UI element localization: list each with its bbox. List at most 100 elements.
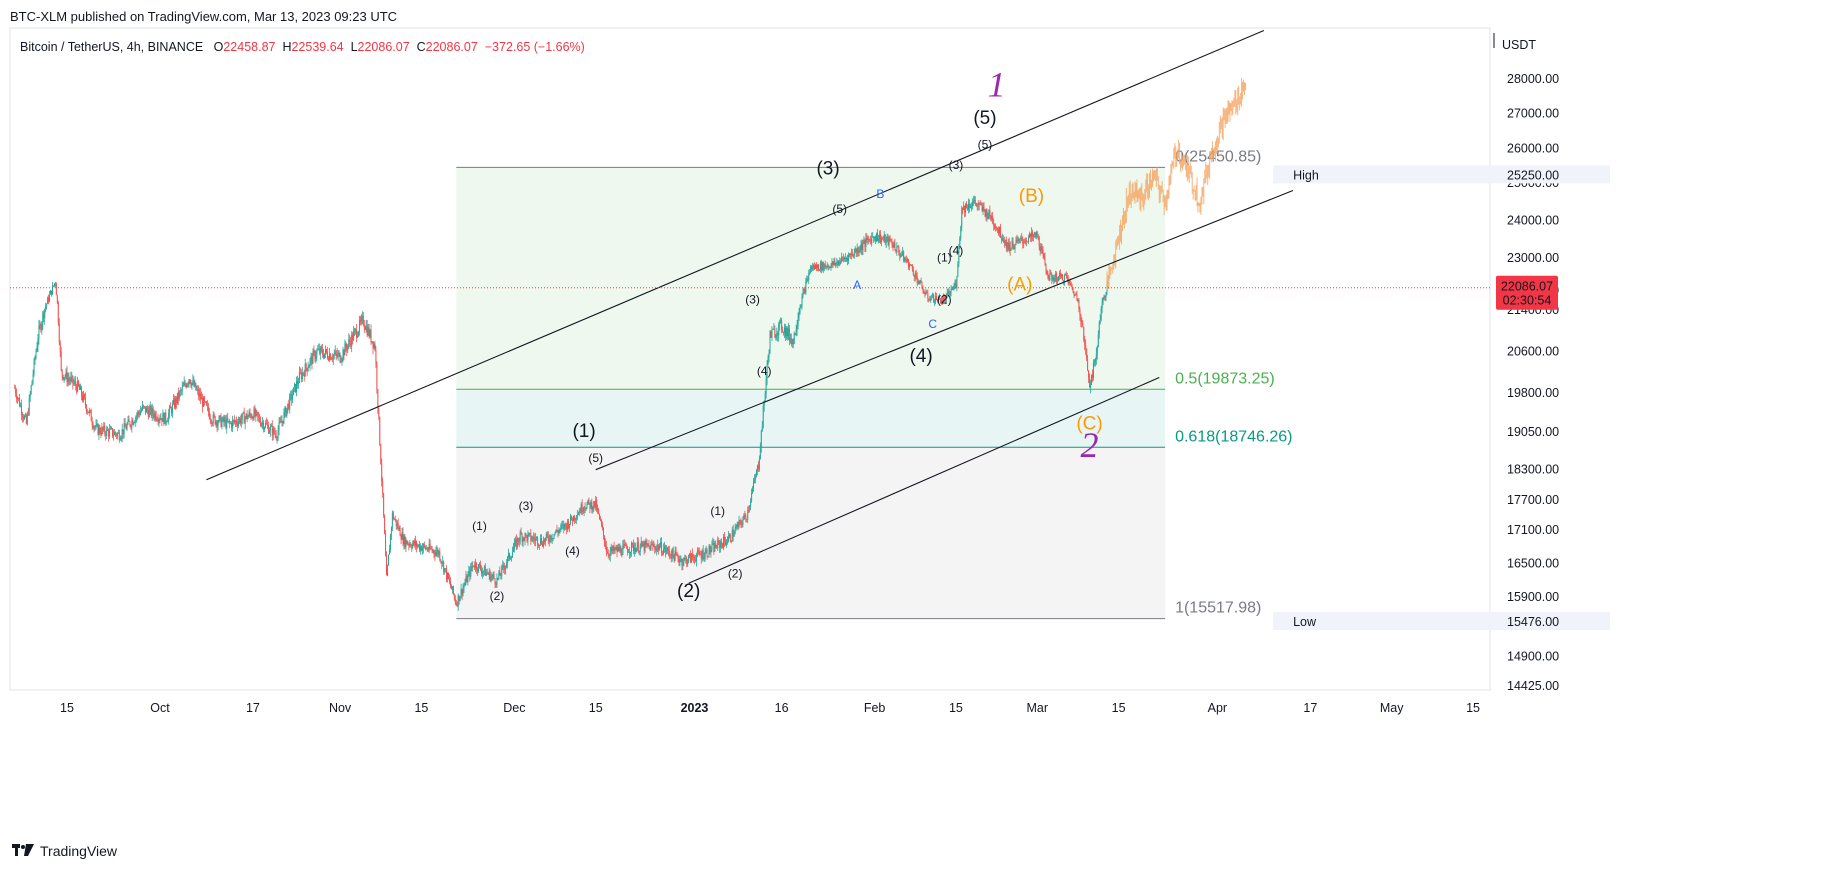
x-tick-label: 2023 — [681, 701, 709, 715]
fib-label-1: 1(15517.98) — [1175, 600, 1261, 617]
candle-body — [1023, 241, 1025, 244]
candle-body — [879, 234, 881, 243]
candle-body — [682, 563, 684, 566]
candle-body — [976, 204, 978, 207]
tradingview-logo-icon — [12, 844, 34, 856]
candle-body — [431, 548, 433, 551]
candle-body — [149, 406, 151, 410]
candle-body — [905, 258, 907, 260]
candle-body — [284, 407, 286, 413]
candle-body — [829, 267, 831, 269]
candle-body — [893, 243, 895, 248]
candle-body — [929, 299, 931, 301]
candle-body — [1088, 370, 1090, 378]
candle-body — [339, 353, 341, 363]
candle-body — [414, 540, 416, 546]
candle-body — [525, 533, 527, 536]
y-tick-label: 19800.00 — [1507, 386, 1559, 400]
candle-body — [1068, 280, 1070, 284]
y-tick-label: 16500.00 — [1507, 557, 1559, 571]
candle-body — [249, 412, 251, 415]
candle-body — [125, 427, 127, 430]
candle-body — [401, 532, 403, 540]
candle-body — [753, 481, 755, 489]
candle-body — [97, 424, 99, 435]
candle-body — [47, 297, 49, 304]
candle-body — [1048, 277, 1050, 281]
candle-body — [650, 544, 652, 551]
candle-body — [945, 294, 947, 302]
candle-body — [314, 351, 316, 359]
candle-body — [436, 549, 438, 553]
candle-body — [96, 424, 98, 426]
candle-body — [601, 525, 603, 528]
candle-body — [84, 397, 86, 406]
candle-body — [793, 333, 795, 344]
candle-body — [855, 248, 857, 253]
candle-body — [711, 544, 713, 550]
x-tick-label: 15 — [414, 701, 428, 715]
candle-body — [930, 298, 932, 301]
candle-body — [228, 420, 230, 422]
candle-body — [786, 328, 788, 336]
candle-body — [578, 511, 580, 514]
marker-bg-high — [1273, 165, 1610, 184]
candle-body — [441, 561, 443, 564]
candle-body — [918, 281, 920, 285]
candle-body — [33, 359, 35, 374]
candle-body — [534, 538, 536, 541]
candle-body — [68, 378, 70, 380]
candle-body — [349, 339, 351, 342]
candle-body — [327, 358, 329, 361]
symbol-label[interactable]: Bitcoin / TetherUS, 4h, BINANCE — [20, 40, 204, 54]
candle-body — [350, 341, 352, 347]
candle-body — [57, 302, 59, 323]
candle-body — [442, 561, 444, 564]
candle-body — [775, 336, 777, 338]
candle-body — [653, 545, 655, 547]
candle-body — [26, 413, 28, 424]
wave-label: 1 — [988, 64, 1006, 104]
candle-body — [1077, 299, 1079, 301]
fib-band-0 — [456, 167, 1166, 390]
candle-body — [93, 426, 95, 429]
candle-body — [251, 417, 253, 419]
candle-body — [250, 414, 252, 418]
candle-body — [219, 415, 221, 417]
candle-body — [495, 583, 497, 585]
candle-body — [244, 417, 246, 424]
candle-body — [1104, 295, 1106, 298]
candle-body — [1065, 274, 1067, 277]
candle-body — [697, 550, 699, 552]
candle-body — [268, 431, 270, 434]
candle-body — [1079, 308, 1081, 316]
candle-body — [227, 418, 229, 422]
candle-body — [522, 537, 524, 542]
candle-body — [190, 383, 192, 387]
candle-body — [152, 408, 154, 415]
candle-body — [193, 380, 195, 387]
candle-body — [828, 265, 830, 268]
tradingview-footer[interactable]: TradingView — [12, 843, 117, 859]
candle-body — [411, 546, 413, 549]
candle-body — [223, 417, 225, 423]
candle-body — [906, 259, 908, 262]
candle-body — [325, 349, 327, 354]
candle-body — [420, 546, 422, 551]
candle-body — [381, 463, 383, 482]
candle-body — [1002, 238, 1004, 242]
candle-body — [974, 199, 976, 203]
candle-body — [585, 508, 587, 510]
candle-body — [31, 380, 33, 386]
candle-body — [182, 385, 184, 387]
candle-body — [506, 563, 508, 566]
candle-body — [483, 566, 485, 571]
candle-body — [532, 536, 534, 540]
candle-body — [873, 236, 875, 239]
candle-body — [561, 525, 563, 527]
candle-body — [144, 406, 146, 413]
candle-body — [798, 312, 800, 318]
candle-body — [509, 558, 511, 559]
candle-body — [865, 237, 867, 247]
